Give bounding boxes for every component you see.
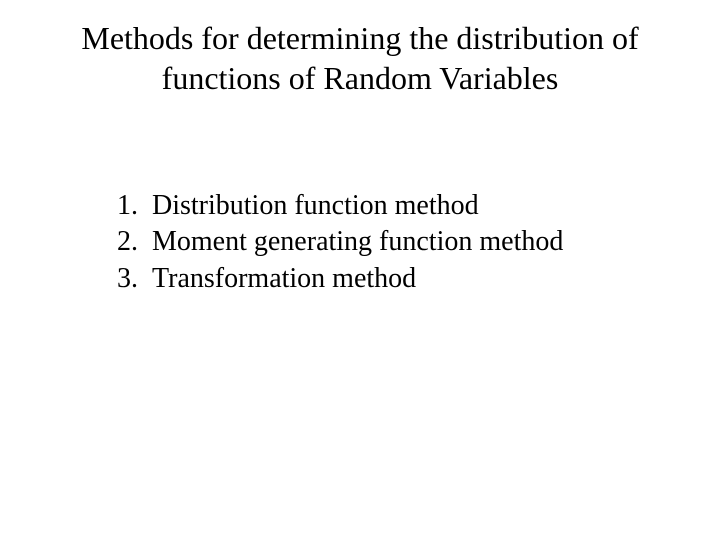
list-item-number: 1. bbox=[90, 188, 152, 224]
method-list: 1. Distribution function method 2. Momen… bbox=[90, 188, 660, 297]
slide: Methods for determining the distribution… bbox=[0, 0, 720, 540]
list-item-text: Distribution function method bbox=[152, 188, 660, 224]
list-item: 3. Transformation method bbox=[90, 261, 660, 297]
list-item: 1. Distribution function method bbox=[90, 188, 660, 224]
list-item-text: Transformation method bbox=[152, 261, 660, 297]
list-item-text: Moment generating function method bbox=[152, 224, 660, 260]
slide-title: Methods for determining the distribution… bbox=[40, 18, 680, 98]
list-item-number: 3. bbox=[90, 261, 152, 297]
slide-body: 1. Distribution function method 2. Momen… bbox=[90, 188, 660, 297]
list-item: 2. Moment generating function method bbox=[90, 224, 660, 260]
list-item-number: 2. bbox=[90, 224, 152, 260]
